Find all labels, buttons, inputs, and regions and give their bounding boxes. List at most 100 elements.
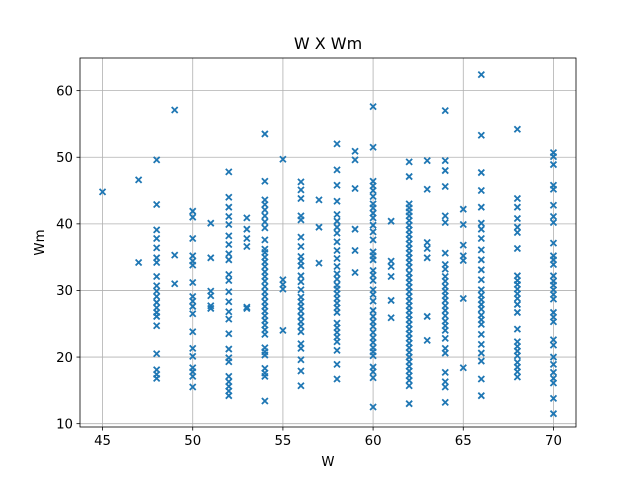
- scatter-point: [549, 341, 558, 349]
- scatter-point: [225, 193, 233, 201]
- scatter-point: [513, 373, 522, 381]
- scatter-point: [153, 374, 161, 383]
- scatter-point: [369, 228, 377, 236]
- scatter-point: [225, 212, 233, 221]
- scatter-point: [171, 280, 179, 288]
- scatter-point: [369, 214, 377, 222]
- scatter-point: [225, 392, 233, 400]
- chart-title: W X Wm: [294, 34, 362, 53]
- scatter-point: [225, 250, 233, 258]
- scatter-point: [243, 234, 251, 243]
- scatter-point: [297, 356, 305, 364]
- scatter-point: [369, 143, 377, 151]
- scatter-point: [441, 334, 449, 343]
- scatter-point: [369, 290, 377, 299]
- scatter-point: [387, 296, 395, 305]
- scatter-point: [423, 185, 431, 193]
- scatter-point: [225, 168, 233, 176]
- scatter-point: [297, 322, 305, 331]
- scatter-point: [261, 397, 269, 405]
- scatter-point: [153, 292, 161, 301]
- scatter-point: [423, 156, 431, 165]
- scatter-point: [513, 194, 522, 203]
- scatter-point: [477, 330, 485, 339]
- scatter-point: [369, 271, 377, 279]
- scatter-point: [405, 400, 413, 408]
- scatter-point: [225, 256, 233, 264]
- x-tick-label: 65: [455, 434, 472, 449]
- scatter-point: [387, 314, 395, 322]
- scatter-point: [387, 262, 395, 271]
- scatter-point: [369, 403, 377, 411]
- scatter-point: [477, 320, 485, 329]
- scatter-point: [513, 368, 522, 376]
- scatter-point: [153, 156, 161, 164]
- y-tick-label: 40: [56, 218, 73, 233]
- scatter-point: [297, 328, 305, 336]
- scatter-point: [369, 312, 377, 321]
- scatter-point: [261, 372, 269, 381]
- scatter-point: [315, 196, 323, 204]
- scatter-point: [477, 286, 485, 294]
- scatter-point: [369, 256, 377, 264]
- scatter-point: [549, 152, 558, 161]
- scatter-point: [243, 304, 251, 313]
- scatter-point: [513, 228, 522, 237]
- scatter-point: [297, 307, 305, 315]
- scatter-point: [549, 160, 558, 169]
- scatter-point: [189, 310, 197, 318]
- scatter-point: [549, 394, 558, 402]
- scatter-point: [369, 374, 377, 382]
- scatter-point: [549, 318, 558, 326]
- scatter-point: [225, 220, 233, 229]
- scatter-point: [459, 294, 467, 303]
- scatter-point: [441, 106, 449, 115]
- scatter-point: [315, 223, 323, 231]
- scatter-point: [477, 256, 485, 264]
- x-tick-label: 50: [184, 434, 201, 449]
- scatter-point: [513, 308, 522, 317]
- scatter-point: [189, 234, 197, 243]
- scatter-point: [297, 233, 305, 241]
- scatter-point: [279, 155, 287, 163]
- scatter-point: [477, 225, 485, 233]
- scatter-point: [549, 368, 558, 377]
- scatter-point: [333, 308, 341, 317]
- scatter-point: [369, 322, 377, 331]
- y-tick-label: 30: [56, 284, 73, 299]
- scatter-point: [387, 257, 395, 265]
- scatter-point: [477, 186, 485, 195]
- y-tick-label: 60: [56, 84, 73, 99]
- scatter-point: [207, 302, 215, 310]
- scatter-point: [549, 379, 558, 387]
- scatter-point: [459, 241, 467, 249]
- scatter-point: [297, 216, 305, 224]
- scatter-point: [261, 236, 269, 244]
- scatter-point: [441, 296, 449, 305]
- x-tick-label: 70: [545, 434, 562, 449]
- scatter-point: [459, 364, 467, 372]
- scatter-point: [549, 410, 558, 418]
- scatter-point: [333, 254, 341, 263]
- scatter-point: [369, 221, 377, 229]
- scatter-point: [441, 218, 449, 227]
- scatter-point: [423, 244, 431, 253]
- scatter-point: [261, 330, 269, 339]
- scatter-point: [225, 270, 233, 279]
- scatter-point: [441, 166, 449, 175]
- scatter-point: [243, 214, 251, 222]
- y-axis-label: Wm: [33, 229, 48, 255]
- scatter-point: [261, 262, 269, 271]
- scatter-point: [297, 262, 305, 270]
- scatter-point: [405, 376, 413, 385]
- scatter-point: [153, 282, 161, 290]
- scatter-point: [477, 357, 485, 365]
- scatter-point: [423, 312, 431, 321]
- scatter-point: [477, 246, 485, 254]
- scatter-point: [477, 305, 485, 313]
- scatter-point: [243, 303, 251, 311]
- scatter-point: [549, 201, 558, 209]
- scatter-point: [459, 256, 467, 265]
- scatter-point: [423, 238, 431, 247]
